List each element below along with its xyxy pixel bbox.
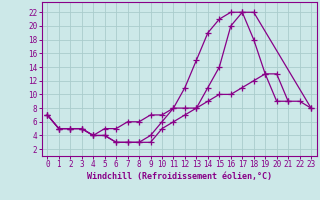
X-axis label: Windchill (Refroidissement éolien,°C): Windchill (Refroidissement éolien,°C) (87, 172, 272, 181)
